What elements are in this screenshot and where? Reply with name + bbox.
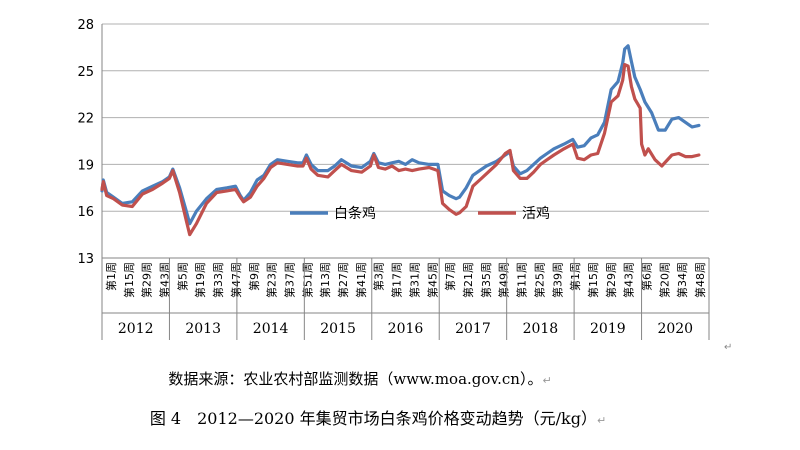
week-tick-label: 第39周 <box>550 262 564 298</box>
legend-label: 白条鸡 <box>334 205 376 222</box>
week-tick-label: 第43周 <box>157 262 171 298</box>
week-tick-label: 第47周 <box>229 262 243 298</box>
year-label: 2012 <box>118 321 154 337</box>
week-tick-label: 第29周 <box>140 262 154 298</box>
year-label: 2016 <box>388 321 424 337</box>
week-tick-label: 第31周 <box>407 262 421 298</box>
week-tick-label: 第34周 <box>675 262 689 298</box>
paragraph-mark: ↵ <box>724 342 732 353</box>
y-tick-label: 16 <box>77 205 94 220</box>
week-tick-label: 第29周 <box>604 262 618 298</box>
week-tick-label: 第11周 <box>515 262 529 298</box>
y-tick-label: 22 <box>77 112 94 127</box>
week-tick-label: 第43周 <box>622 262 636 298</box>
y-tick-label: 13 <box>77 252 94 267</box>
week-tick-label: 第27周 <box>336 262 350 298</box>
paragraph-mark: ↵ <box>596 414 607 427</box>
paragraph-mark: ↵ <box>542 374 552 387</box>
series-line <box>100 62 701 237</box>
y-tick-label: 28 <box>77 18 94 33</box>
week-tick-label: 第15周 <box>122 262 136 298</box>
gridlines <box>102 23 709 259</box>
year-label: 2018 <box>523 321 559 337</box>
y-axis: 13 16 19 22 25 28 <box>77 18 103 267</box>
legend-label: 活鸡 <box>522 205 550 222</box>
week-tick-label: 第35周 <box>479 262 493 298</box>
week-tick-label: 第19周 <box>193 262 207 298</box>
year-label: 2017 <box>455 321 491 337</box>
week-tick-label: 第48周 <box>693 262 707 298</box>
y-tick-label: 19 <box>77 158 94 173</box>
week-tick-label: 第20周 <box>657 262 671 298</box>
week-tick-label: 第9周 <box>247 262 261 291</box>
year-label: 2014 <box>253 321 289 337</box>
week-tick-label: 第17周 <box>390 262 404 298</box>
week-tick-label: 第41周 <box>354 262 368 298</box>
series-line <box>100 44 701 226</box>
source-text: 数据来源：农业农村部监测数据（www.moa.gov.cn）。 <box>168 370 543 388</box>
year-label: 2013 <box>185 321 221 337</box>
year-label: 2020 <box>657 321 693 337</box>
legend: 白条鸡 活鸡 <box>290 205 550 222</box>
week-tick-label: 第3周 <box>372 262 386 291</box>
week-tick-label: 第5周 <box>175 262 189 291</box>
x-axis: 第1周第15周第29周第43周第5周第19周第33周第47周第9周第23周第37… <box>101 257 710 340</box>
series-lines <box>100 44 701 237</box>
figure-title: 图 4 2012—2020 年集贸市场白条鸡价格变动趋势（元/kg）↵ <box>0 405 778 429</box>
year-label: 2019 <box>590 321 626 337</box>
week-tick-label: 第21周 <box>461 262 475 298</box>
week-tick-label: 第1周 <box>104 262 118 291</box>
week-tick-label: 第33周 <box>211 262 225 298</box>
y-tick-label: 25 <box>77 65 94 80</box>
week-tick-label: 第15周 <box>586 262 600 298</box>
week-tick-label: 第23周 <box>265 262 279 298</box>
figure-title-text: 图 4 2012—2020 年集贸市场白条鸡价格变动趋势（元/kg） <box>149 409 597 428</box>
week-tick-label: 第51周 <box>300 262 314 298</box>
week-tick-label: 第6周 <box>640 262 654 291</box>
week-tick-label: 第1周 <box>568 262 582 291</box>
week-tick-label: 第7周 <box>443 262 457 291</box>
week-tick-label: 第37周 <box>282 262 296 298</box>
year-label: 2015 <box>320 321 356 337</box>
week-tick-label: 第49周 <box>497 262 511 298</box>
source-note: 数据来源：农业农村部监测数据（www.moa.gov.cn）。↵ <box>0 368 760 389</box>
week-tick-label: 第25周 <box>532 262 546 298</box>
week-tick-label: 第13周 <box>318 262 332 298</box>
week-tick-label: 第45周 <box>425 262 439 298</box>
